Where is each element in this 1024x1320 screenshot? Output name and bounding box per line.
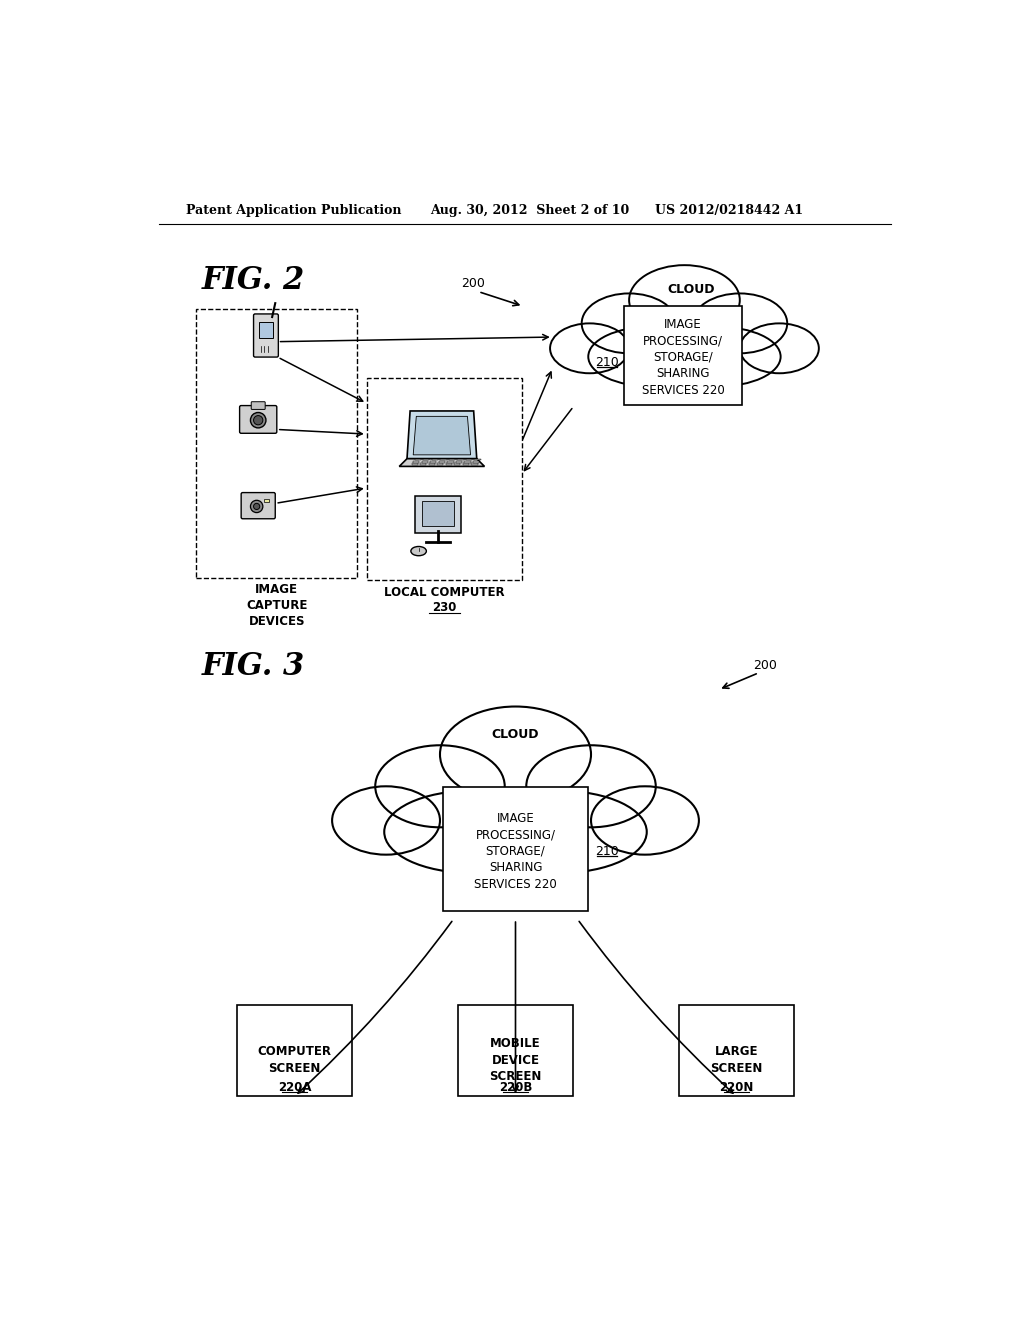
Text: LOCAL COMPUTER: LOCAL COMPUTER bbox=[384, 586, 505, 599]
FancyBboxPatch shape bbox=[473, 461, 479, 462]
Ellipse shape bbox=[629, 265, 739, 335]
Text: IMAGE
PROCESSING/
STORAGE/
SHARING
SERVICES 220: IMAGE PROCESSING/ STORAGE/ SHARING SERVI… bbox=[474, 812, 557, 891]
Text: 200: 200 bbox=[753, 659, 777, 672]
FancyBboxPatch shape bbox=[463, 463, 469, 465]
FancyBboxPatch shape bbox=[624, 306, 741, 405]
FancyBboxPatch shape bbox=[438, 461, 445, 462]
FancyBboxPatch shape bbox=[415, 496, 461, 533]
FancyBboxPatch shape bbox=[458, 459, 464, 461]
FancyBboxPatch shape bbox=[466, 459, 472, 461]
Ellipse shape bbox=[582, 293, 677, 354]
Text: IMAGE
PROCESSING/
STORAGE/
SHARING
SERVICES 220: IMAGE PROCESSING/ STORAGE/ SHARING SERVI… bbox=[641, 318, 724, 396]
FancyBboxPatch shape bbox=[437, 463, 443, 465]
Polygon shape bbox=[407, 411, 477, 459]
FancyBboxPatch shape bbox=[458, 1006, 572, 1096]
FancyBboxPatch shape bbox=[412, 463, 418, 465]
Ellipse shape bbox=[474, 791, 647, 873]
Text: 200: 200 bbox=[461, 277, 484, 289]
FancyBboxPatch shape bbox=[259, 322, 273, 338]
FancyBboxPatch shape bbox=[254, 314, 279, 358]
Polygon shape bbox=[414, 416, 471, 455]
FancyBboxPatch shape bbox=[449, 459, 455, 461]
FancyBboxPatch shape bbox=[430, 461, 436, 462]
FancyBboxPatch shape bbox=[429, 463, 435, 465]
FancyBboxPatch shape bbox=[423, 459, 429, 461]
Ellipse shape bbox=[254, 503, 260, 510]
FancyBboxPatch shape bbox=[422, 502, 455, 525]
Text: FIG. 2: FIG. 2 bbox=[202, 264, 305, 296]
FancyBboxPatch shape bbox=[471, 463, 477, 465]
FancyBboxPatch shape bbox=[432, 459, 438, 461]
Polygon shape bbox=[399, 459, 484, 466]
Text: MOBILE
DEVICE
SCREEN: MOBILE DEVICE SCREEN bbox=[489, 1038, 542, 1084]
Text: US 2012/0218442 A1: US 2012/0218442 A1 bbox=[655, 205, 803, 218]
Text: 220A: 220A bbox=[278, 1081, 311, 1093]
Text: 220B: 220B bbox=[499, 1081, 532, 1093]
Text: CLOUD: CLOUD bbox=[492, 727, 540, 741]
Ellipse shape bbox=[550, 323, 629, 374]
Ellipse shape bbox=[588, 326, 715, 387]
FancyBboxPatch shape bbox=[240, 405, 276, 433]
Ellipse shape bbox=[526, 746, 655, 828]
Ellipse shape bbox=[251, 500, 263, 512]
FancyBboxPatch shape bbox=[264, 499, 269, 502]
Text: Aug. 30, 2012  Sheet 2 of 10: Aug. 30, 2012 Sheet 2 of 10 bbox=[430, 205, 630, 218]
Ellipse shape bbox=[440, 706, 591, 803]
FancyBboxPatch shape bbox=[464, 461, 471, 462]
FancyBboxPatch shape bbox=[238, 1006, 352, 1096]
Ellipse shape bbox=[591, 787, 699, 854]
Text: CLOUD: CLOUD bbox=[667, 282, 715, 296]
Ellipse shape bbox=[254, 416, 263, 425]
FancyBboxPatch shape bbox=[414, 461, 420, 462]
FancyBboxPatch shape bbox=[422, 461, 428, 462]
Ellipse shape bbox=[251, 412, 266, 428]
Ellipse shape bbox=[739, 323, 819, 374]
Text: FIG. 3: FIG. 3 bbox=[202, 651, 305, 682]
FancyBboxPatch shape bbox=[679, 1006, 794, 1096]
Ellipse shape bbox=[411, 546, 426, 556]
FancyBboxPatch shape bbox=[442, 787, 589, 911]
FancyBboxPatch shape bbox=[455, 463, 461, 465]
Text: IMAGE
CAPTURE
DEVICES: IMAGE CAPTURE DEVICES bbox=[246, 583, 307, 628]
FancyBboxPatch shape bbox=[456, 461, 462, 462]
Text: COMPUTER
SCREEN: COMPUTER SCREEN bbox=[258, 1045, 332, 1074]
Ellipse shape bbox=[375, 746, 505, 828]
Text: 210: 210 bbox=[595, 845, 618, 858]
FancyBboxPatch shape bbox=[241, 492, 275, 519]
Ellipse shape bbox=[332, 787, 440, 854]
FancyBboxPatch shape bbox=[474, 459, 480, 461]
FancyBboxPatch shape bbox=[420, 463, 426, 465]
Text: LARGE
SCREEN: LARGE SCREEN bbox=[711, 1045, 763, 1074]
Text: 230: 230 bbox=[432, 601, 457, 614]
Text: 210: 210 bbox=[595, 356, 618, 370]
Ellipse shape bbox=[384, 791, 557, 873]
Text: 220N: 220N bbox=[719, 1081, 754, 1093]
FancyBboxPatch shape bbox=[251, 401, 265, 409]
Ellipse shape bbox=[692, 293, 787, 354]
Ellipse shape bbox=[654, 326, 780, 387]
FancyBboxPatch shape bbox=[440, 459, 446, 461]
FancyBboxPatch shape bbox=[447, 461, 454, 462]
Text: Patent Application Publication: Patent Application Publication bbox=[186, 205, 401, 218]
FancyBboxPatch shape bbox=[415, 459, 421, 461]
FancyBboxPatch shape bbox=[445, 463, 452, 465]
